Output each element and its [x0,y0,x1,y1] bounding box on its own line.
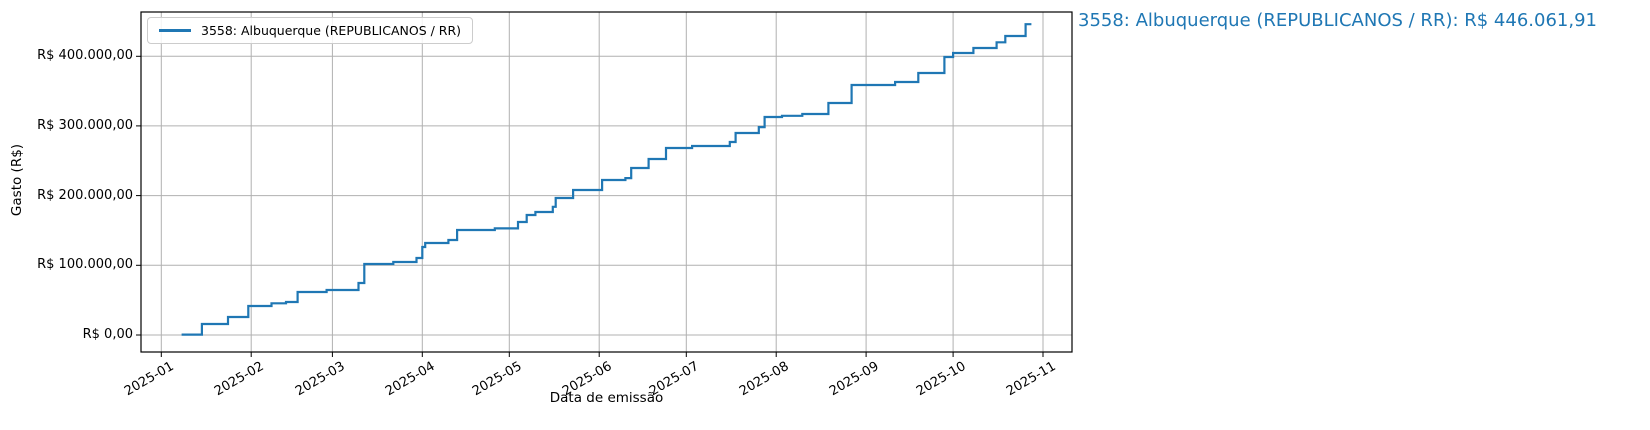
y-tick-label: R$ 0,00 [82,326,133,342]
legend-line-sample [159,29,191,32]
y-tick-label: R$ 400.000,00 [37,48,133,64]
legend-label: 3558: Albuquerque (REPUBLICANOS / RR) [201,23,462,38]
y-tick-label: R$ 300.000,00 [37,117,133,133]
series-step-line [181,23,1032,336]
x-axis-title: Data de emissão [549,390,664,406]
y-tick-label: R$ 200.000,00 [37,187,133,203]
y-tick-label: R$ 100.000,00 [37,257,133,273]
y-axis-title: Gasto (R$) [9,143,25,217]
total-annotation: 3558: Albuquerque (REPUBLICANOS / RR): R… [1078,10,1597,31]
legend: 3558: Albuquerque (REPUBLICANOS / RR) [147,17,474,44]
